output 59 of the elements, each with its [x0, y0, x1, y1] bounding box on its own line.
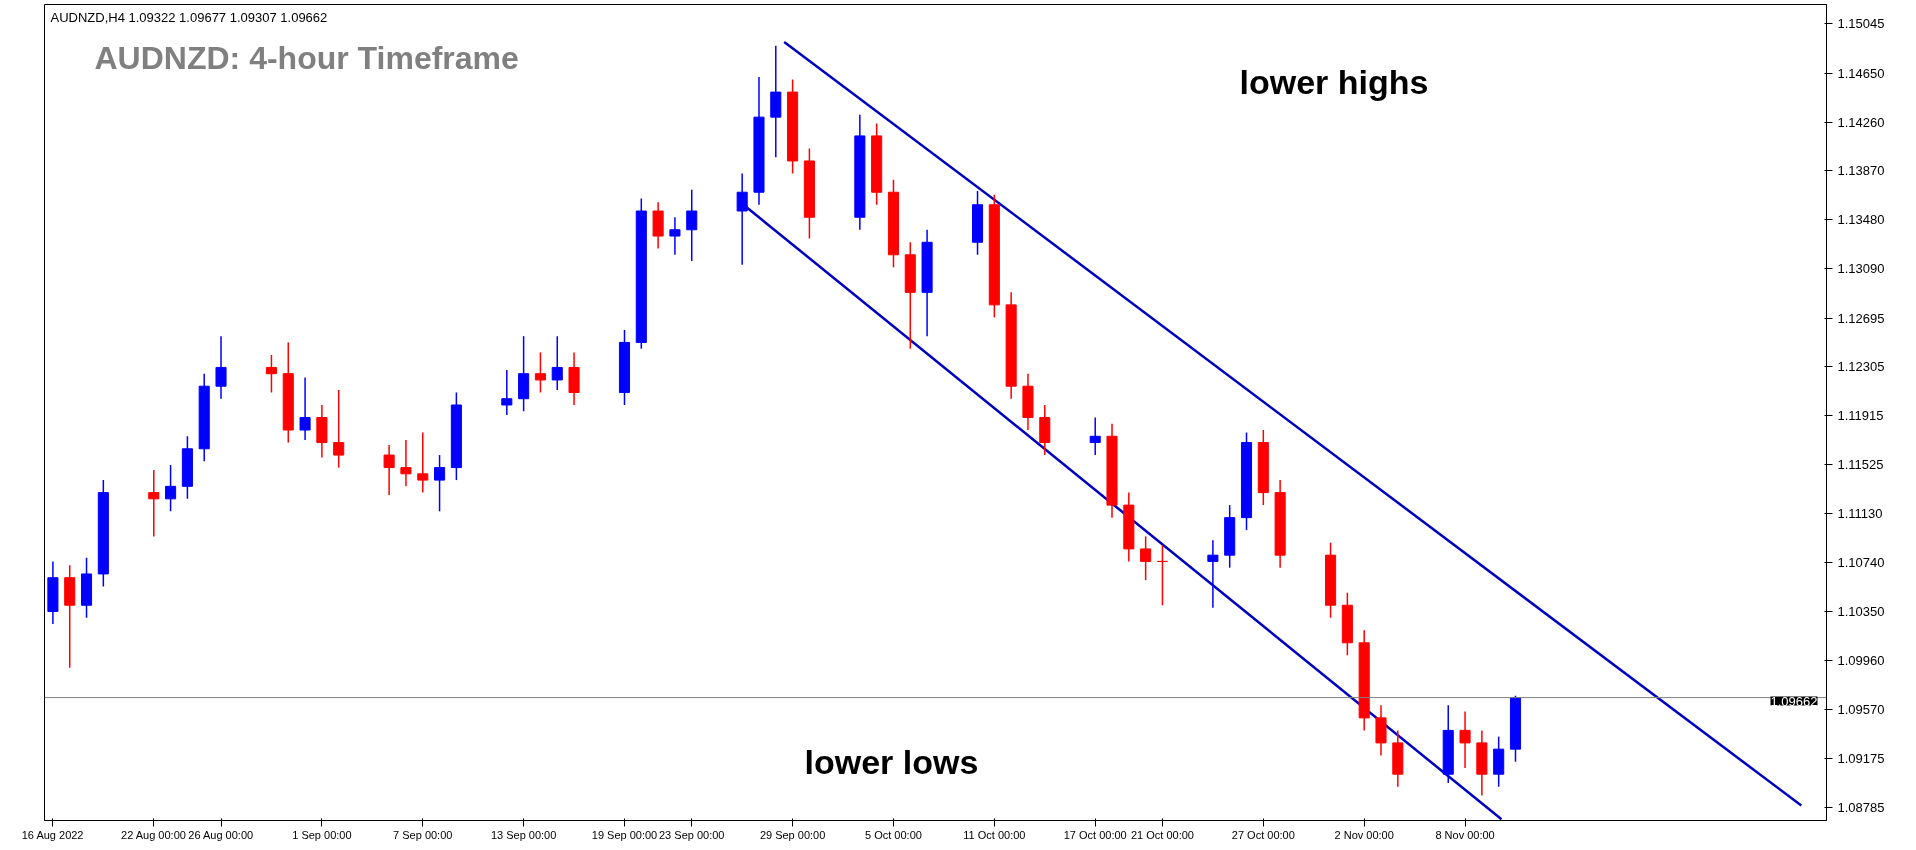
- y-tick-label: 1.12695: [1837, 310, 1885, 326]
- candlestick: [1207, 539, 1219, 609]
- candlestick: [400, 439, 412, 488]
- y-tick-label: 1.09570: [1837, 701, 1885, 717]
- x-tick-label: 27 Oct 00:00: [1231, 828, 1295, 841]
- x-tick-label: 17 Oct 00:00: [1063, 828, 1127, 841]
- x-tick-label: 5 Oct 00:00: [865, 828, 922, 841]
- candlestick: [669, 216, 681, 256]
- x-tick-label: 13 Sep 00:00: [490, 828, 557, 841]
- x-tick-label: 26 Aug 00:00: [188, 828, 254, 841]
- candlestick: [736, 172, 748, 266]
- candlestick: [383, 444, 395, 496]
- x-tick-label: 16 Aug 2022: [21, 828, 84, 841]
- y-tick-label: 1.15045: [1837, 16, 1885, 32]
- y-tick-label: 1.14650: [1837, 65, 1885, 81]
- y-tick-label: 1.11130: [1837, 506, 1883, 522]
- candlestick: [686, 188, 698, 262]
- candlestick: [1459, 710, 1471, 769]
- y-tick-label: 1.12305: [1837, 359, 1885, 375]
- candlestick: [501, 369, 513, 416]
- candlestick: [265, 354, 277, 394]
- ref-line-label: 1.09662: [1770, 693, 1818, 709]
- candlestick: [417, 431, 429, 494]
- candlestick: [165, 464, 177, 513]
- x-tick-label: 11 Oct 00:00: [963, 828, 1026, 841]
- candlestick: [333, 389, 345, 469]
- annotation: lower highs: [1239, 62, 1429, 101]
- candlestick: [551, 335, 563, 391]
- x-tick-label: 2 Nov 00:00: [1334, 828, 1394, 841]
- text: AUDNZD: 4-hour Timeframe: [94, 39, 519, 76]
- y-tick-label: 1.08785: [1837, 799, 1885, 815]
- candlestick: [1156, 544, 1168, 606]
- y-tick-label: 1.10740: [1837, 555, 1885, 571]
- y-tick-label: 1.13870: [1837, 163, 1885, 179]
- candlestick: [1089, 416, 1101, 456]
- y-tick-label: 1.11525: [1837, 456, 1884, 472]
- y-tick-label: 1.14260: [1837, 114, 1885, 130]
- y-tick-label: 1.09175: [1837, 751, 1885, 767]
- candlestick: [215, 335, 227, 400]
- y-tick-label: 1.11915: [1837, 408, 1884, 424]
- x-tick-label: 22 Aug 00:00: [121, 828, 186, 841]
- candlestick: [1140, 535, 1152, 581]
- annotation: lower lows: [804, 742, 979, 781]
- candlestick: [299, 376, 311, 441]
- x-tick-label: 21 Oct 00:00: [1130, 828, 1194, 841]
- candlestick: [434, 454, 446, 513]
- y-tick-label: 1.09960: [1837, 652, 1885, 668]
- x-tick-label: 1 Sep 00:00: [292, 828, 352, 841]
- y-tick-label: 1.13480: [1837, 212, 1885, 228]
- x-tick-label: 19 Sep 00:00: [591, 828, 658, 841]
- x-tick-label: 23 Sep 00:00: [659, 828, 725, 841]
- candlestick: [534, 351, 546, 394]
- chart-subtitle: AUDNZD,H4 1.09322 1.09677 1.09307 1.09662: [50, 9, 328, 25]
- y-tick-label: 1.13090: [1837, 261, 1885, 277]
- x-tick-label: 29 Sep 00:00: [759, 828, 826, 841]
- y-tick-label: 1.10350: [1837, 603, 1885, 619]
- x-tick-label: 8 Nov 00:00: [1435, 828, 1495, 841]
- candlestick: [148, 469, 160, 538]
- x-tick-label: 7 Sep 00:00: [393, 828, 453, 841]
